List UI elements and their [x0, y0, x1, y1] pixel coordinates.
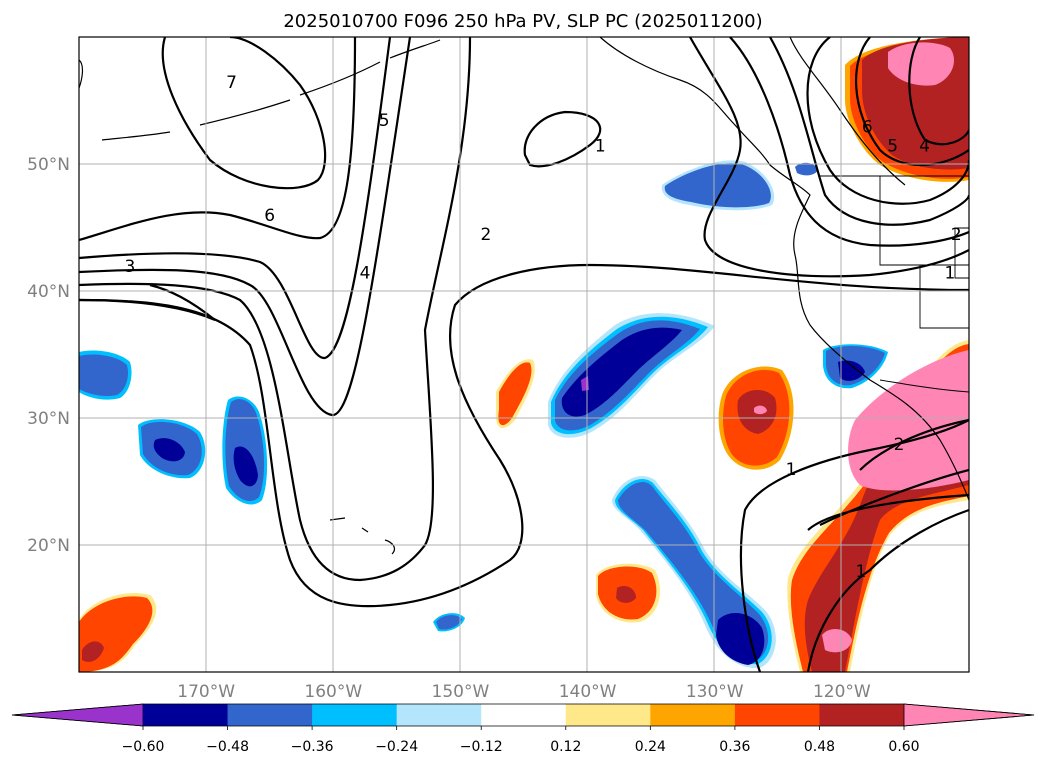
gridlines — [79, 37, 969, 672]
colorbar-segment — [819, 704, 905, 726]
lon-tick-label: 160°W — [304, 682, 362, 702]
colorbar-extend-high — [903, 703, 1035, 727]
lon-tick-label: 130°W — [686, 682, 744, 702]
colorbar-segment — [396, 704, 482, 726]
contour-label: 5 — [887, 136, 898, 156]
map-frame — [78, 36, 970, 673]
colorbar-tick-label: −0.48 — [206, 739, 249, 755]
latitude-axis: 20°N 30°N 40°N 50°N — [27, 155, 70, 556]
contour-label: 6 — [264, 206, 275, 226]
lat-tick-label: 50°N — [27, 155, 70, 175]
lon-tick-label: 150°W — [432, 682, 490, 702]
colorbar-tick-label: 0.12 — [550, 739, 581, 755]
colorbar-segment — [143, 704, 229, 726]
colorbar-tick-label: −0.60 — [122, 739, 165, 755]
borders — [818, 175, 969, 393]
longitude-axis: 170°W 160°W 150°W 140°W 130°W 120°W — [177, 682, 871, 702]
colorbar-segment — [565, 704, 651, 726]
lon-tick-label: 170°W — [177, 682, 235, 702]
contour-label: 4 — [919, 136, 930, 156]
colorbar-tick-label: 0.48 — [804, 739, 835, 755]
map-title: 2025010700 F096 250 hPa PV, SLP PC (2025… — [283, 11, 762, 32]
contour-label: 7 — [226, 73, 237, 93]
contour-label: 2 — [480, 225, 491, 245]
contour-label: 1 — [786, 460, 797, 480]
colorbar-segment — [734, 704, 820, 726]
colorbar-tick-label: −0.24 — [375, 739, 418, 755]
lat-tick-label: 20°N — [27, 536, 70, 556]
lat-tick-label: 30°N — [27, 409, 70, 429]
contour-label: 1 — [595, 136, 606, 156]
colorbar-segment — [227, 704, 313, 726]
contour-label: 5 — [379, 111, 390, 131]
colorbar — [11, 703, 1035, 727]
slp-contours — [79, 37, 969, 672]
contour-label: 1 — [945, 263, 956, 283]
lon-tick-label: 140°W — [559, 682, 617, 702]
contour-label: 2 — [894, 435, 905, 455]
lat-tick-label: 40°N — [27, 282, 70, 302]
colorbar-tick-label: −0.12 — [460, 739, 503, 755]
contour-label: 2 — [951, 225, 962, 245]
coastlines — [79, 37, 969, 555]
colorbar-segment — [481, 704, 567, 726]
colorbar-tick-label: 0.24 — [635, 739, 666, 755]
colorbar-segment — [312, 704, 398, 726]
pv-negative-regions — [79, 160, 888, 669]
contour-label: 3 — [124, 257, 135, 277]
colorbar-tick-label: 0.60 — [888, 739, 919, 755]
colorbar-tick-label: 0.36 — [719, 739, 750, 755]
contour-label: 1 — [856, 562, 867, 582]
colorbar-segment — [650, 704, 736, 726]
colorbar-tick-label: −0.36 — [291, 739, 334, 755]
colorbar-ticks: −0.60 −0.48 −0.36 −0.24 −0.12 0.12 0.24 0.36 0.4… — [122, 726, 920, 755]
lon-tick-label: 120°W — [813, 682, 871, 702]
contour-label: 4 — [360, 263, 371, 283]
colorbar-extend-low — [11, 703, 144, 727]
contour-label: 6 — [862, 117, 873, 137]
